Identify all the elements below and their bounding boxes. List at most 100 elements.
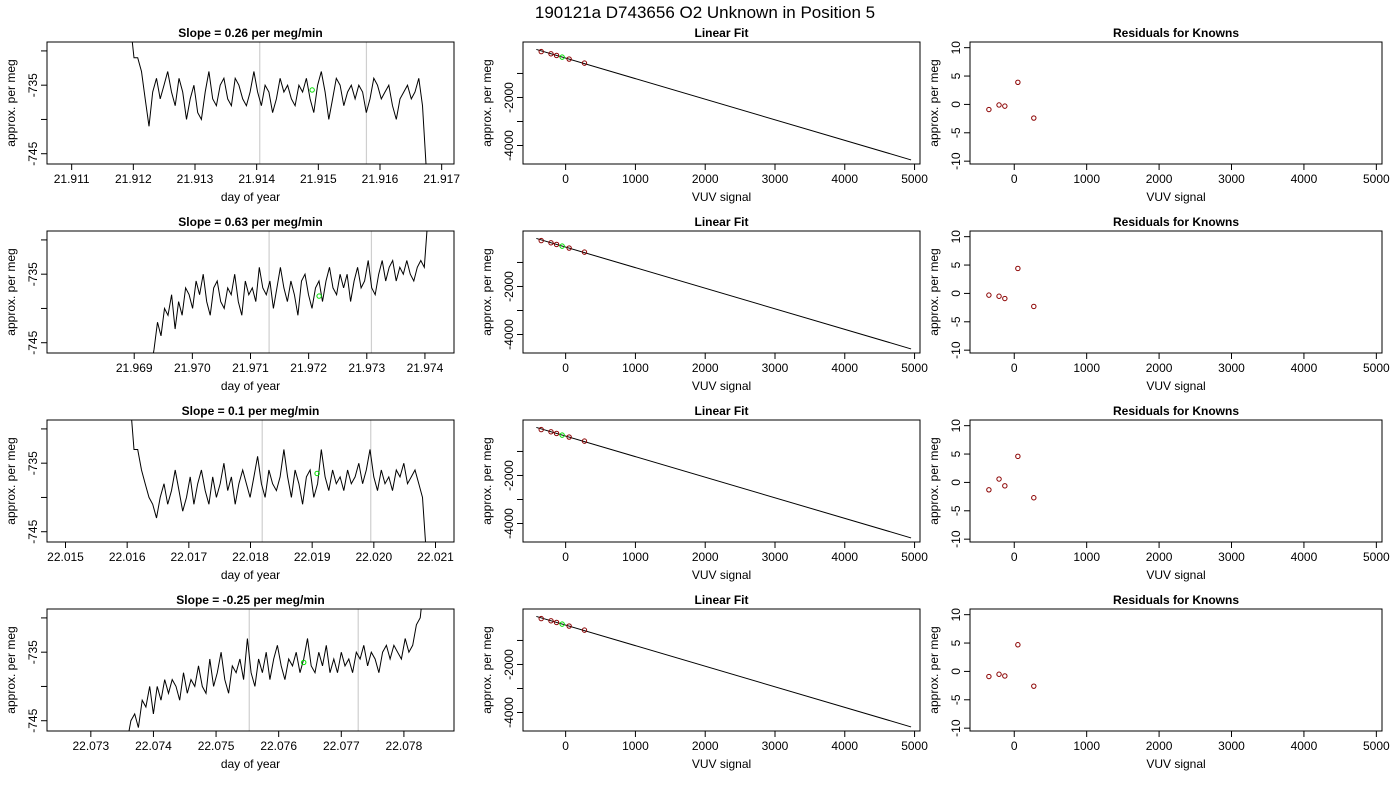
trace-r1-ytick-label: -745 [26,141,40,165]
residuals-r2-ylabel: approx. per meg [927,248,941,335]
trace-r3-xtick-label: 22.020 [355,550,392,564]
fit-r1-title: Linear Fit [694,26,748,40]
fit-r4-xlabel: VUV signal [692,757,751,771]
residuals-r4-plot-area [986,642,1037,689]
trace-r1-xtick-label: 21.914 [238,172,275,186]
trace-r3-ytick-label: -735 [26,451,40,475]
residuals-r4-xlabel: VUV signal [1146,757,1205,771]
trace-r1-xlabel: day of year [221,190,280,204]
fit-r2-title: Linear Fit [694,215,748,229]
fit-r2-known-point [538,237,544,244]
residuals-r3-plot-area [986,453,1037,501]
residuals-r3-ytick-label: -10 [949,530,963,548]
residuals-r2-plot-area [986,265,1037,310]
fit-r4-ytick-label: -4000 [502,697,516,728]
fit-r3-xtick-label: 1000 [622,550,649,564]
residuals-r4-residual-point [996,671,1002,677]
fit-r4-known-point [553,619,560,626]
fit-r4-plot-frame [522,608,921,732]
trace-r2-xtick-label: 21.974 [407,361,444,375]
fit-r1-fit-line [536,48,912,161]
trace-r2-plot-frame [46,230,455,354]
fit-r1-ytick-label: -2000 [502,82,516,113]
residuals-r2-xtick-label: 5000 [1363,361,1390,375]
trace-r4-plot-frame [46,608,455,732]
trace-r4-trace-line [128,609,422,731]
residuals-r2-xtick-label: 0 [1011,361,1018,375]
residuals-r1-plot-area [986,79,1037,121]
fit-r4-xtick-label: 3000 [762,739,789,753]
trace-r4-xtick-label: 22.076 [260,739,297,753]
residuals-r4-residual-point [986,673,992,680]
residuals-r1-xtick-label: 4000 [1291,172,1318,186]
trace-r4-unknown-point [301,659,307,666]
residuals-r1-residual-point [986,106,992,113]
trace-r4-title: Slope = -0.25 per meg/min [176,593,324,607]
residuals-r2-ytick-label: 5 [949,261,963,268]
residuals-r1-xtick-label: 0 [1011,172,1018,186]
fit-r3-known-point [553,430,560,437]
trace-r2-xlabel: day of year [221,379,280,393]
residuals-r4-ytick-label: -10 [949,719,963,737]
fit-r2-fit-line [536,237,912,350]
fit-r1-known-point [566,56,572,62]
trace-r3-xtick-label: 22.016 [109,550,146,564]
fit-r2-ylabel: approx. per meg [480,248,494,335]
residuals-r1-title: Residuals for Knowns [1113,26,1239,40]
residuals-r1-ytick-label: 5 [949,72,963,79]
fit-r3-ytick-label: -4000 [502,508,516,539]
fit-r2-xtick-label: 5000 [901,361,928,375]
trace-r3-title: Slope = 0.1 per meg/min [182,404,320,418]
residuals-r1-ylabel: approx. per meg [927,59,941,146]
fit-r3-xtick-label: 5000 [901,550,928,564]
fit-r2-ytick-label: -2000 [502,271,516,302]
trace-r1-xtick-label: 21.917 [423,172,460,186]
residuals-r3-ylabel: approx. per meg [927,437,941,524]
fit-r3-known-point [566,434,572,440]
trace-r1-trace-line [131,42,427,164]
trace-r1-title: Slope = 0.26 per meg/min [178,26,322,40]
fit-r4-unknown-point [559,621,565,627]
fit-r2-known-point [581,249,588,255]
residuals-r2-plot-frame [969,230,1383,354]
fit-r2-plot-frame [522,230,921,354]
fit-r4-known-point [566,623,572,629]
residuals-r3-ytick-label: 0 [949,479,963,486]
residuals-r2-residual-point [996,293,1002,299]
residuals-r2-ytick-label: -10 [949,341,963,359]
residuals-r4-ytick-label: 5 [949,639,963,646]
trace-r3-xtick-label: 22.018 [232,550,269,564]
trace-r1-plot-area [131,42,427,164]
residuals-r4-residual-point [1002,673,1008,679]
fit-r1-known-point [538,48,544,55]
fit-r1-ytick-label: -4000 [502,130,516,161]
fit-r2-xtick-label: 1000 [622,361,649,375]
fit-r1-xtick-label: 3000 [762,172,789,186]
residuals-r3-xtick-label: 2000 [1146,550,1173,564]
residuals-r3-ytick-label: 5 [949,450,963,457]
fit-r3-known-point [538,426,544,433]
residuals-r3-residual-point [1015,453,1021,460]
trace-r4-xtick-label: 22.078 [386,739,423,753]
fit-r4-xtick-label: 0 [562,739,569,753]
residuals-r2-xlabel: VUV signal [1146,379,1205,393]
residuals-r1-ytick-label: 0 [949,101,963,108]
trace-r3-xtick-label: 22.021 [417,550,454,564]
trace-r3-ylabel: approx. per meg [4,437,18,524]
fit-r4-xtick-label: 4000 [831,739,858,753]
fit-r3-ylabel: approx. per meg [480,437,494,524]
fit-r1-known-point [548,51,554,57]
trace-r2-ylabel: approx. per meg [4,248,18,335]
trace-r4-xtick-label: 22.075 [198,739,235,753]
residuals-r2-xtick-label: 2000 [1146,361,1173,375]
trace-r1-xtick-label: 21.916 [362,172,399,186]
trace-r3-plot-area [131,420,427,542]
fit-r4-fit-line [536,615,912,728]
residuals-r3-title: Residuals for Knowns [1113,404,1239,418]
trace-r2-xtick-label: 21.971 [232,361,269,375]
fit-r1-known-point [553,52,560,59]
fit-r2-xtick-label: 0 [562,361,569,375]
residuals-r4-residual-point [1031,683,1037,689]
residuals-r1-ytick-label: -10 [949,152,963,170]
